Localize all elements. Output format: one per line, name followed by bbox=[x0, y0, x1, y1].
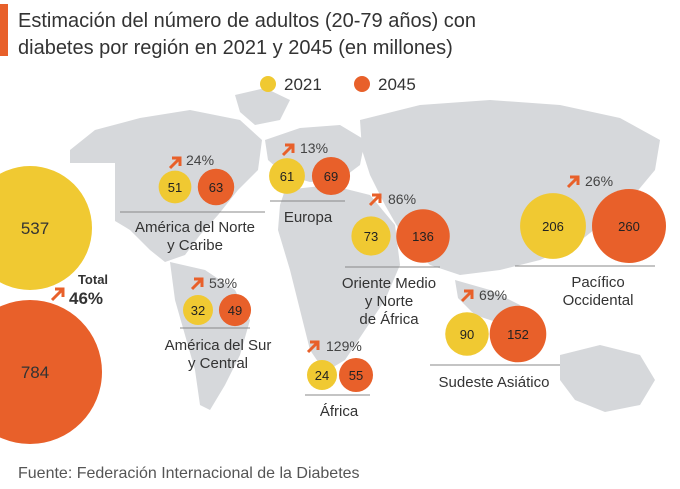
region-name: y Central bbox=[188, 355, 248, 372]
trend-up-arrow-icon bbox=[281, 143, 295, 157]
region-name: Pacífico bbox=[571, 274, 624, 291]
total-bubble-2045 bbox=[0, 300, 102, 444]
total-label: Total bbox=[78, 272, 108, 287]
region-change: 129% bbox=[326, 338, 362, 354]
region-name: África bbox=[320, 403, 359, 420]
legend-label-2045: 2045 bbox=[378, 75, 416, 94]
region-group: 61 69 13% Europa bbox=[269, 140, 351, 226]
region-value-2021: 61 bbox=[280, 169, 294, 184]
region-value-2021: 73 bbox=[364, 229, 378, 244]
region-name: Sudeste Asiático bbox=[439, 374, 550, 391]
trend-up-arrow-icon bbox=[190, 277, 204, 291]
trend-up-arrow-icon bbox=[460, 289, 474, 303]
total-change: 46% bbox=[69, 289, 103, 308]
region-bubble-2045 bbox=[218, 293, 252, 327]
region-name: y Caribe bbox=[167, 237, 223, 254]
region-bubble-2021 bbox=[307, 360, 337, 390]
chart-title-line-1: Estimación del número de adultos (20-79 … bbox=[18, 10, 476, 32]
region-change: 86% bbox=[388, 191, 416, 207]
region-change: 53% bbox=[209, 275, 237, 291]
region-name: América del Norte bbox=[135, 219, 255, 236]
region-value-2045: 63 bbox=[209, 180, 223, 195]
source-note: Fuente: Federación Internacional de la D… bbox=[18, 465, 360, 482]
region-name: de África bbox=[359, 311, 419, 328]
trend-up-arrow-icon bbox=[368, 193, 382, 207]
region-name: y Norte bbox=[365, 293, 413, 310]
region-value-2021: 24 bbox=[315, 368, 329, 383]
region-value-2045: 55 bbox=[349, 368, 363, 383]
trend-up-arrow-icon bbox=[306, 340, 320, 354]
region-bubble-2045 bbox=[396, 209, 450, 263]
legend-swatch-2045 bbox=[354, 76, 370, 92]
trend-up-arrow-icon bbox=[50, 287, 65, 302]
region-value-2045: 260 bbox=[618, 219, 640, 234]
total-value-2045: 784 bbox=[21, 363, 49, 382]
region-bubble-2021 bbox=[158, 170, 192, 204]
region-change: 13% bbox=[300, 140, 328, 156]
total-group: 537 784 Total 46% bbox=[0, 166, 108, 444]
region-change: 69% bbox=[479, 287, 507, 303]
total-bubble-2021 bbox=[0, 166, 92, 290]
region-name: América del Sur bbox=[165, 337, 272, 354]
region-bubble-2045 bbox=[197, 168, 235, 206]
region-value-2045: 136 bbox=[412, 229, 434, 244]
region-bubble-2045 bbox=[338, 357, 374, 393]
legend: 2021 2045 bbox=[260, 75, 416, 94]
legend-label-2021: 2021 bbox=[284, 75, 322, 94]
region-bubble-2021 bbox=[351, 216, 391, 256]
region-change: 26% bbox=[585, 173, 613, 189]
region-value-2045: 49 bbox=[228, 303, 242, 318]
region-bubble-2021 bbox=[445, 312, 489, 356]
region-bubble-2021 bbox=[269, 158, 305, 194]
region-value-2045: 152 bbox=[507, 327, 529, 342]
chart-title-line-2: diabetes por región en 2021 y 2045 (en m… bbox=[18, 37, 453, 59]
trend-up-arrow-icon bbox=[566, 175, 580, 189]
region-bubble-2021 bbox=[183, 295, 213, 325]
region-bubble-2045 bbox=[489, 305, 547, 363]
region-group: 90 152 69% Sudeste Asiático bbox=[430, 287, 560, 391]
region-name: Oriente Medio bbox=[342, 275, 436, 292]
region-value-2021: 206 bbox=[542, 219, 564, 234]
trend-up-arrow-icon bbox=[168, 156, 182, 170]
region-group: 24 55 129% África bbox=[305, 338, 374, 420]
total-value-2021: 537 bbox=[21, 219, 49, 238]
region-bubble-2045 bbox=[311, 156, 351, 196]
region-name: Occidental bbox=[563, 292, 634, 309]
region-name: Europa bbox=[284, 209, 333, 226]
legend-swatch-2021 bbox=[260, 76, 276, 92]
region-change: 24% bbox=[186, 152, 214, 168]
region-value-2021: 51 bbox=[168, 180, 182, 195]
region-value-2021: 32 bbox=[191, 303, 205, 318]
region-bubble-2045 bbox=[592, 189, 666, 263]
region-value-2045: 69 bbox=[324, 169, 338, 184]
region-bubble-2021 bbox=[520, 193, 586, 259]
region-value-2021: 90 bbox=[460, 327, 474, 342]
title-accent-bar bbox=[0, 4, 8, 56]
